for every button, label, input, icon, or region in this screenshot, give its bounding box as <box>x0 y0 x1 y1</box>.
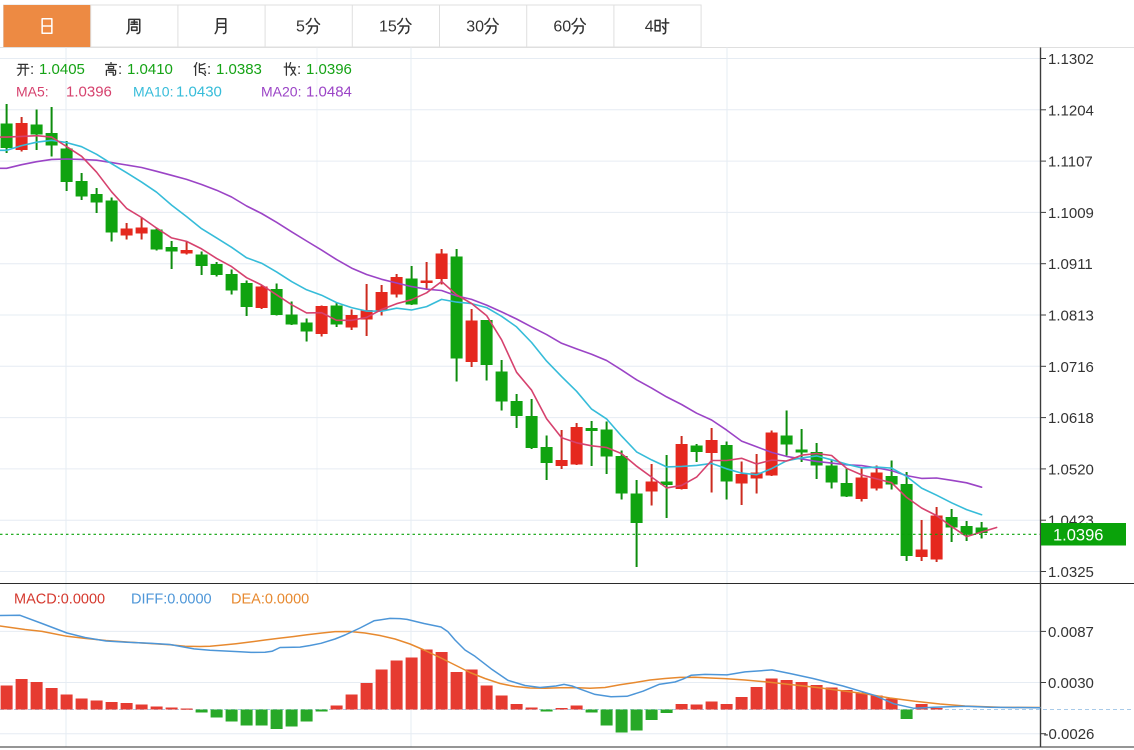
svg-text:5: 5 <box>296 19 305 36</box>
svg-text:1.0410: 1.0410 <box>127 61 173 78</box>
svg-text:15: 15 <box>379 19 397 36</box>
svg-text:1.1009: 1.1009 <box>1048 205 1094 222</box>
svg-text:1.0911: 1.0911 <box>1048 256 1093 273</box>
svg-text:1.1204: 1.1204 <box>1048 102 1094 119</box>
svg-text:4: 4 <box>645 19 654 36</box>
svg-text::: : <box>30 61 34 78</box>
svg-text:1.0716: 1.0716 <box>1048 359 1094 376</box>
svg-text:MACD:0.0000: MACD:0.0000 <box>14 591 105 607</box>
svg-text::: : <box>118 61 122 78</box>
svg-text:1.0520: 1.0520 <box>1048 461 1094 478</box>
svg-text:60: 60 <box>553 19 571 36</box>
svg-text:1.1107: 1.1107 <box>1048 154 1093 171</box>
svg-text:1.0383: 1.0383 <box>216 61 262 78</box>
svg-text:0.0030: 0.0030 <box>1048 675 1094 692</box>
svg-text:MA20:: MA20: <box>261 83 301 99</box>
svg-text:DEA:0.0000: DEA:0.0000 <box>231 591 309 607</box>
svg-text::: : <box>297 61 301 78</box>
svg-text:1.0396: 1.0396 <box>1053 527 1103 545</box>
svg-text:1.0405: 1.0405 <box>39 61 85 78</box>
svg-text:1.0484: 1.0484 <box>306 83 352 100</box>
svg-text:MA5:: MA5: <box>16 83 49 99</box>
svg-text:1.1302: 1.1302 <box>1048 51 1094 68</box>
svg-text:1.0325: 1.0325 <box>1048 564 1094 581</box>
svg-text:1.0396: 1.0396 <box>306 61 352 78</box>
svg-text:30: 30 <box>466 19 484 36</box>
svg-text:DIFF:0.0000: DIFF:0.0000 <box>131 591 212 607</box>
svg-text:0.0087: 0.0087 <box>1048 624 1094 641</box>
svg-text:1.0396: 1.0396 <box>66 83 112 100</box>
svg-text:1.0618: 1.0618 <box>1048 410 1094 427</box>
svg-text:1.0430: 1.0430 <box>176 83 222 100</box>
svg-text::: : <box>207 61 211 78</box>
svg-text:1.0813: 1.0813 <box>1048 308 1094 325</box>
svg-text:-0.0026: -0.0026 <box>1044 726 1095 743</box>
svg-text:MA10:: MA10: <box>133 83 173 99</box>
